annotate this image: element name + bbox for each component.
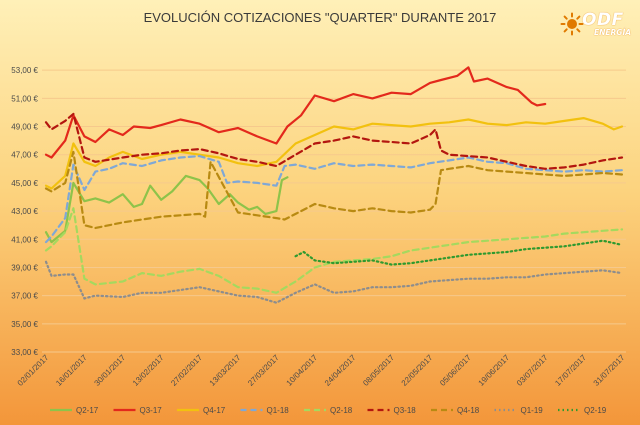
y-tick-label: 43,00 € [11,207,38,216]
chart-title: EVOLUCIÓN COTIZACIONES "QUARTER" DURANTE… [144,10,497,25]
y-tick-label: 33,00 € [11,348,38,357]
legend-label: Q2-19 [584,406,607,415]
y-tick-label: 51,00 € [11,94,38,103]
series-line-q1-19 [44,260,624,304]
series-line-q3-17 [44,66,547,159]
legend-label: Q1-19 [521,406,544,415]
y-tick-label: 35,00 € [11,320,38,329]
series-line-q4-18 [44,150,624,230]
logo-subtitle: ENERGÍA [594,28,632,37]
series-line-q2-18 [44,207,624,294]
sun-icon [560,12,584,36]
y-tick-label: 41,00 € [11,235,38,244]
y-tick-label: 47,00 € [11,151,38,160]
series-line-q3-18 [44,112,624,170]
legend-label: Q3-18 [394,406,417,415]
legend-label: Q4-18 [457,406,480,415]
y-tick-label: 37,00 € [11,292,38,301]
logo-name: ODF [582,10,624,30]
y-axis-ticks: 33,00 € 35,00 € 37,00 € 39,00 € 41,00 € 43,00… [11,66,38,357]
odf-logo: ODF ENERGÍA [560,10,632,42]
legend-label: Q2-18 [330,406,353,415]
y-tick-label: 45,00 € [11,179,38,188]
series-line-q2-19 [294,239,624,266]
series-line-q1-18 [44,155,624,244]
series-line-q2-17 [44,174,289,244]
legend: Q2-17 Q3-17 Q4-17 Q1-18 Q2-18 Q3-18 Q4-18 Q1-19… [50,406,607,415]
y-tick-label: 49,00 € [11,123,38,132]
y-tick-label: 53,00 € [11,66,38,75]
legend-label: Q1-18 [267,406,290,415]
legend-label: Q4-17 [203,406,226,415]
y-tick-label: 39,00 € [11,263,38,272]
legend-label: Q2-17 [76,406,99,415]
series-lines [44,66,624,304]
legend-label: Q3-17 [140,406,163,415]
